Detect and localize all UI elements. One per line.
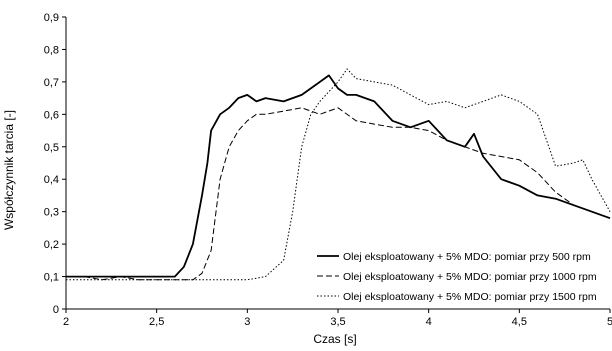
- legend-label-2: Olej eksploatowany + 5% MDO: pomiar przy…: [343, 271, 597, 283]
- y-tick-label: 0,4: [44, 174, 59, 186]
- legend: Olej eksploatowany + 5% MDO: pomiar przy…: [317, 251, 597, 303]
- y-tick-label: 0,1: [44, 272, 59, 284]
- x-tick-label: 2: [63, 316, 69, 328]
- axes-layer: 0 0,1 0,2 0,3 0,4 0,5 0,6 0,7 0,8 0,9 2 2,5 3 3,5 4 4,5…: [44, 12, 612, 328]
- y-tick-label: 0,2: [44, 239, 59, 251]
- x-tick-label: 3,5: [330, 316, 345, 328]
- y-tick-label: 0,3: [44, 207, 59, 219]
- y-axis-title: Współczynnik tarcia [-]: [2, 110, 16, 230]
- plot-area: [66, 17, 610, 309]
- y-tick-label: 0,8: [44, 44, 59, 56]
- y-tick-label: 0,5: [44, 142, 59, 154]
- legend-label-1: Olej eksploatowany + 5% MDO: pomiar przy…: [343, 251, 591, 263]
- y-tick-label: 0,9: [44, 12, 59, 24]
- x-axis-title: Czas [s]: [313, 332, 356, 346]
- series-layer: [66, 68, 611, 281]
- x-tick-label: 3: [244, 316, 250, 328]
- series-line-1: [66, 74, 611, 278]
- legend-label-3: Olej eksploatowany + 5% MDO: pomiar przy…: [343, 291, 597, 303]
- x-tick-label: 4: [426, 316, 432, 328]
- y-tick-label: 0: [53, 304, 59, 316]
- x-tick-label: 5: [607, 316, 612, 328]
- series-line-3: [66, 68, 611, 281]
- y-tick-label: 0,6: [44, 109, 59, 121]
- x-tick-label: 4,5: [512, 316, 527, 328]
- y-tick-label: 0,7: [44, 77, 59, 89]
- plot-background: [66, 17, 610, 309]
- x-tick-label: 2,5: [149, 316, 164, 328]
